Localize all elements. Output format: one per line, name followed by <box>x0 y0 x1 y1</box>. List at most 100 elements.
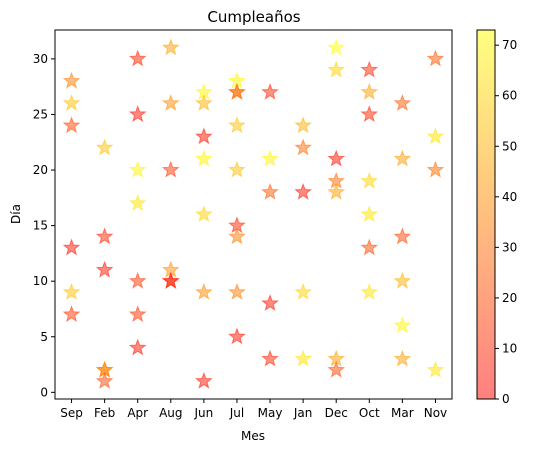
x-tick-label: Apr <box>127 406 148 420</box>
y-tick-label: 5 <box>40 330 48 344</box>
scatter-point <box>194 149 213 167</box>
scatter-point <box>227 160 246 178</box>
scatter-point <box>294 138 313 156</box>
scatter-point <box>426 49 445 67</box>
scatter-point <box>261 149 280 167</box>
y-tick-label: 30 <box>33 52 48 66</box>
scatter-point <box>161 160 180 178</box>
scatter-point <box>62 71 81 89</box>
plot-frame <box>54 29 453 400</box>
scatter-point <box>161 271 180 289</box>
colorbar-gradient <box>477 30 495 399</box>
colorbar-tick-label: 50 <box>502 139 517 153</box>
scatter-point <box>194 371 213 389</box>
scatter-point <box>360 82 379 100</box>
y-axis: 0 5 10 15 20 25 30 <box>33 52 55 399</box>
points-layer <box>62 38 445 389</box>
x-tick-label: Dec <box>325 406 348 420</box>
scatter-point <box>227 327 246 345</box>
scatter-point <box>294 182 313 200</box>
scatter-point <box>62 93 81 111</box>
scatter-point <box>128 271 147 289</box>
scatter-point <box>161 38 180 56</box>
scatter-point <box>161 93 180 111</box>
scatter-point <box>393 149 412 167</box>
chart-title: Cumpleaños <box>207 8 300 26</box>
y-tick-label: 20 <box>33 163 48 177</box>
x-tick-label: Sep <box>60 406 83 420</box>
colorbar-frame <box>476 29 496 400</box>
scatter-point <box>327 182 346 200</box>
scatter-point <box>95 371 114 389</box>
scatter-point <box>360 171 379 189</box>
scatter-point <box>62 238 81 256</box>
x-tick-label: Mar <box>391 406 414 420</box>
y-axis-label: Día <box>9 204 23 224</box>
scatter-point <box>261 349 280 367</box>
scatter-point <box>95 138 114 156</box>
scatter-point <box>194 93 213 111</box>
scatter-point <box>194 205 213 223</box>
x-tick-label: Aug <box>159 406 182 420</box>
x-axis: Sep Feb Apr Aug Jun Jul May Jan Dec Oct Mar Nov <box>60 399 447 420</box>
scatter-point <box>327 38 346 56</box>
scatter-point <box>360 60 379 78</box>
scatter-point <box>227 227 246 245</box>
colorbar-tick-label: 60 <box>502 89 517 103</box>
scatter-point <box>227 116 246 134</box>
y-tick-label: 0 <box>40 385 48 399</box>
scatter-point <box>62 116 81 134</box>
scatter-point <box>227 282 246 300</box>
scatter-point <box>360 105 379 123</box>
scatter-point <box>128 338 147 356</box>
scatter-point <box>261 82 280 100</box>
x-tick-label: Nov <box>424 406 447 420</box>
scatter-point <box>95 260 114 278</box>
scatter-point <box>294 282 313 300</box>
scatter-point <box>261 182 280 200</box>
scatter-point <box>393 349 412 367</box>
colorbar-tick-label: 20 <box>502 291 517 305</box>
colorbar-tick-label: 30 <box>502 240 517 254</box>
x-tick-label: Jul <box>229 406 244 420</box>
scatter-point <box>327 360 346 378</box>
colorbar-tick-label: 40 <box>502 190 517 204</box>
colorbar: 0 10 20 30 40 50 60 70 <box>476 29 517 406</box>
x-axis-label: Mes <box>241 429 265 443</box>
scatter-point <box>360 238 379 256</box>
y-tick-label: 10 <box>33 274 48 288</box>
scatter-point <box>327 60 346 78</box>
scatter-point <box>327 149 346 167</box>
scatter-point <box>294 349 313 367</box>
scatter-point <box>393 93 412 111</box>
scatter-point <box>393 271 412 289</box>
scatter-point <box>360 205 379 223</box>
scatter-point <box>62 282 81 300</box>
scatter-point <box>194 127 213 145</box>
x-tick-label: May <box>258 406 283 420</box>
plot-area <box>54 29 453 400</box>
scatter-point <box>393 316 412 334</box>
scatter-point <box>128 49 147 67</box>
y-tick-label: 25 <box>33 107 48 121</box>
x-tick-label: Oct <box>359 406 380 420</box>
x-tick-label: Jun <box>194 406 214 420</box>
colorbar-tick-label: 0 <box>502 392 510 406</box>
scatter-point <box>360 282 379 300</box>
colorbar-ticks: 0 10 20 30 40 50 60 70 <box>495 38 517 406</box>
scatter-point <box>128 305 147 323</box>
scatter-point <box>128 160 147 178</box>
scatter-point <box>95 227 114 245</box>
y-tick-label: 15 <box>33 219 48 233</box>
scatter-point <box>261 293 280 312</box>
scatter-point <box>426 360 445 378</box>
scatter-point <box>294 116 313 134</box>
x-tick-label: Feb <box>94 406 115 420</box>
scatter-point <box>426 127 445 145</box>
scatter-point <box>128 193 147 212</box>
colorbar-tick-label: 10 <box>502 341 517 355</box>
scatter-point <box>393 227 412 245</box>
scatter-point <box>227 82 246 100</box>
scatter-point <box>194 282 213 300</box>
